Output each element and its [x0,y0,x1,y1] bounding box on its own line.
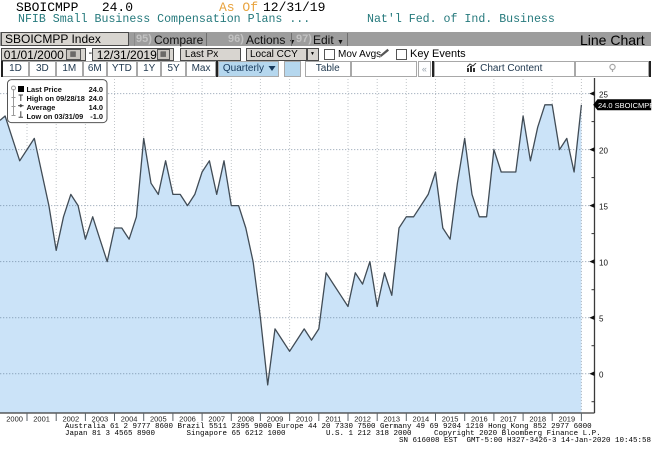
svg-text:Low on 03/31/09: Low on 03/31/09 [27,112,84,121]
svg-text:2003: 2003 [92,415,109,424]
svg-text:2016: 2016 [471,415,488,424]
svg-text:2007: 2007 [208,415,225,424]
svg-text:14.0: 14.0 [89,103,103,112]
svg-text:2013: 2013 [383,415,400,424]
svg-text:24.0: 24.0 [89,94,103,103]
svg-text:20: 20 [599,146,608,155]
svg-text:0: 0 [599,371,604,380]
svg-text:2015: 2015 [442,415,459,424]
svg-text:2014: 2014 [413,415,430,424]
svg-text:-1.0: -1.0 [90,112,103,121]
svg-text:5: 5 [599,315,604,324]
svg-text:2019: 2019 [558,415,575,424]
svg-text:25: 25 [599,90,608,99]
svg-text:2001: 2001 [33,415,50,424]
svg-text:2005: 2005 [150,415,167,424]
svg-text:High on 09/28/18: High on 09/28/18 [27,94,85,103]
svg-text:2002: 2002 [62,415,79,424]
svg-text:Average: Average [27,103,56,112]
svg-text:2018: 2018 [529,415,546,424]
svg-text:10: 10 [599,258,608,267]
svg-text:Last Price: Last Price [27,85,62,94]
svg-text:2008: 2008 [237,415,254,424]
svg-text:2004: 2004 [121,415,138,424]
svg-text:15: 15 [599,202,608,211]
svg-text:2009: 2009 [267,415,284,424]
svg-text:24.0 SBOICMPP: 24.0 SBOICMPP [598,101,654,110]
svg-text:2000: 2000 [6,415,23,424]
svg-text:2012: 2012 [354,415,371,424]
svg-text:24.0: 24.0 [89,85,103,94]
svg-text:2010: 2010 [296,415,313,424]
svg-text:2011: 2011 [325,415,341,424]
svg-text:2006: 2006 [179,415,196,424]
svg-text:2017: 2017 [500,415,517,424]
